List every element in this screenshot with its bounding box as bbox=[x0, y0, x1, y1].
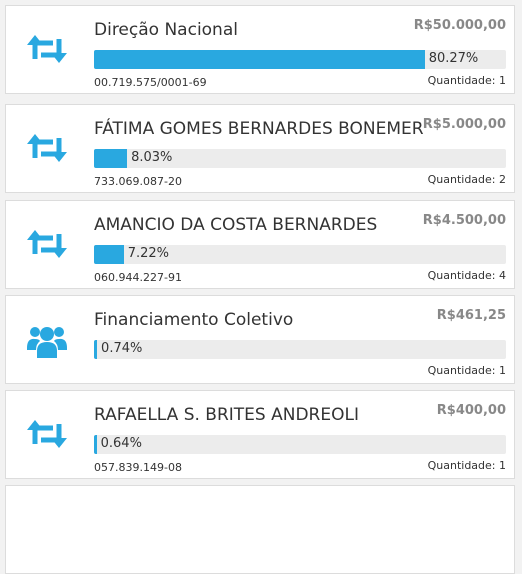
contribution-list: Direção Nacional R$50.000,00 80.27% 00.719.… bbox=[5, 5, 515, 574]
icon bbox=[26, 322, 68, 358]
name: AMANCIO DA COSTA BERNARDES bbox=[94, 215, 378, 235]
card: Direção Nacional R$50.000,00 80.27% 00.719.… bbox=[5, 5, 515, 94]
document: 060.944.227-91 bbox=[94, 271, 182, 284]
quantity: Quantidade: 4 bbox=[427, 269, 506, 282]
progress-fill bbox=[94, 245, 124, 264]
name: RAFAELLA S. BRITES ANDREOLI bbox=[94, 405, 359, 425]
progress-bar: 0.74% bbox=[94, 340, 506, 359]
retweet-icon bbox=[27, 420, 67, 448]
progress-fill bbox=[94, 435, 97, 454]
quantity: Quantidade: 1 bbox=[427, 364, 506, 377]
retweet-icon bbox=[27, 134, 67, 162]
amount: R$50.000,00 bbox=[413, 18, 506, 33]
percent-label: 8.03% bbox=[131, 150, 173, 165]
card: AMANCIO DA COSTA BERNARDES R$4.500,00 7.22… bbox=[5, 200, 515, 289]
document: 057.839.149-08 bbox=[94, 461, 182, 474]
progress-fill bbox=[94, 50, 425, 69]
progress-bar: 80.27% bbox=[94, 50, 506, 69]
amount: R$4.500,00 bbox=[422, 213, 506, 228]
retweet-icon bbox=[27, 230, 67, 258]
progress-bar: 7.22% bbox=[94, 245, 506, 264]
progress-bar: 0.64% bbox=[94, 435, 506, 454]
percent-label: 0.64% bbox=[100, 436, 142, 451]
progress-fill bbox=[94, 340, 98, 359]
document: 00.719.575/0001-69 bbox=[94, 76, 207, 89]
percent-label: 7.22% bbox=[127, 246, 170, 261]
retweet-icon bbox=[27, 35, 67, 63]
group-icon bbox=[27, 327, 67, 358]
percent-label: 0.74% bbox=[101, 341, 143, 356]
name: Direção Nacional bbox=[94, 20, 238, 40]
card-partial bbox=[5, 485, 515, 574]
icon bbox=[26, 227, 68, 261]
quantity: Quantidade: 1 bbox=[427, 459, 506, 472]
icon bbox=[26, 417, 68, 451]
document: 733.069.087-20 bbox=[94, 175, 182, 188]
page: Direção Nacional R$50.000,00 80.27% 00.719.… bbox=[5, 5, 515, 574]
amount: R$461,25 bbox=[436, 308, 506, 323]
name: Financiamento Coletivo bbox=[94, 310, 294, 330]
icon bbox=[26, 131, 68, 165]
card: RAFAELLA S. BRITES ANDREOLI R$400,00 0.64%… bbox=[5, 390, 515, 479]
icon bbox=[26, 32, 68, 66]
amount: R$5.000,00 bbox=[422, 117, 506, 132]
quantity: Quantidade: 1 bbox=[427, 74, 506, 87]
amount: R$400,00 bbox=[436, 403, 506, 418]
card: FÁTIMA GOMES BERNARDES BONEMER R$5.000,00… bbox=[5, 104, 515, 193]
card: Financiamento Coletivo R$461,25 0.74% Quant… bbox=[5, 295, 515, 384]
progress-bar: 8.03% bbox=[94, 149, 506, 168]
quantity: Quantidade: 2 bbox=[427, 173, 506, 186]
progress-fill bbox=[94, 149, 128, 168]
name: FÁTIMA GOMES BERNARDES BONEMER bbox=[94, 119, 424, 139]
percent-label: 80.27% bbox=[428, 51, 479, 66]
